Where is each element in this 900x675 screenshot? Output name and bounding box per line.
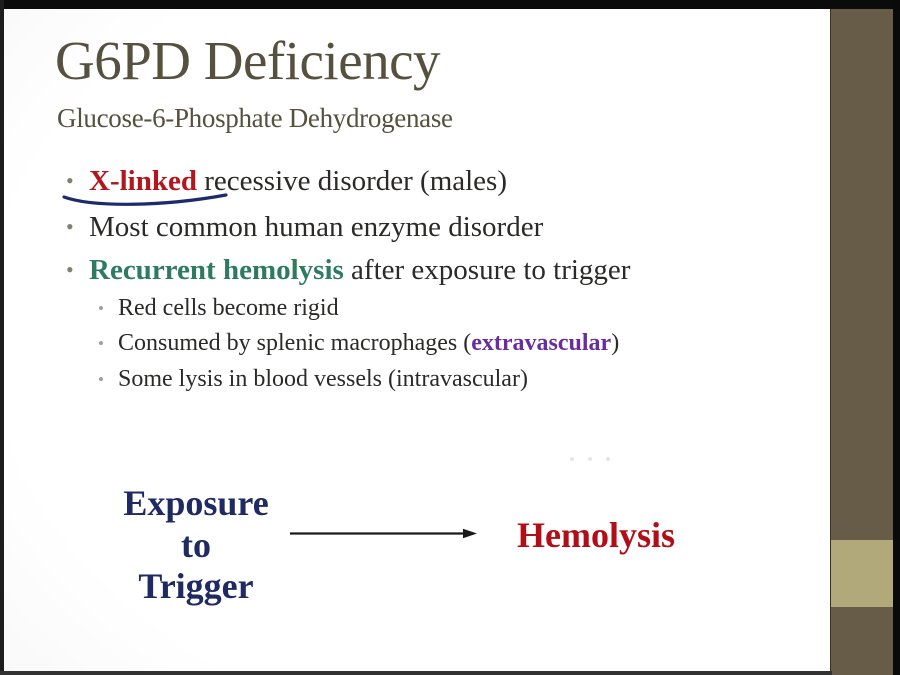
letterbox-top (0, 0, 900, 9)
subbullet-item-extravascular: • Consumed by splenic macrophages (extra… (98, 328, 619, 359)
bullet-text: Red cells become rigid (118, 295, 339, 321)
cause-line-2: to (181, 524, 211, 565)
slide-subtitle: Glucose-6-Phosphate Dehydrogenase (57, 103, 453, 133)
bullet-text: X-linked recessive disorder (males) (89, 163, 507, 199)
sidebar-decoration (830, 9, 894, 675)
cause-line-3: Trigger (138, 566, 254, 606)
cause-line-1: Exposure (123, 483, 269, 523)
slide-title: G6PD Deficiency (55, 30, 441, 91)
sidebar-accent-band (831, 540, 894, 607)
letterbox-left (0, 0, 4, 675)
bullet-icon: • (66, 257, 74, 282)
bullet-icon: • (98, 334, 104, 353)
bullet-item-recurrent-hemolysis: • Recurrent hemolysis after exposure to … (66, 252, 630, 288)
bullet-text-rest: after exposure to trigger (343, 254, 631, 286)
bullet-text: Some lysis in blood vessels (intravascul… (118, 366, 528, 392)
bullet-text: Recurrent hemolysis after exposure to tr… (89, 252, 630, 288)
letterbox-bottom (0, 671, 832, 675)
bullet-text: Consumed by splenic macrophages (extrava… (118, 328, 619, 359)
diagram-effect-label: Hemolysis (517, 515, 675, 555)
flow-arrow-icon (290, 528, 477, 539)
letterbox-right (893, 0, 900, 675)
bullet-item-most-common: • Most common human enzyme disorder (66, 209, 543, 245)
subbullet-item-rigid: • Red cells become rigid (98, 293, 339, 324)
bullet-text-rest: recessive disorder (males) (196, 165, 507, 197)
slide-background (4, 9, 830, 671)
bullet-icon: • (66, 168, 74, 193)
bullet-icon: • (98, 370, 104, 389)
bullet-text: Most common human enzyme disorder (89, 211, 544, 243)
pen-underline-annotation (62, 193, 228, 206)
extravascular-highlight: extravascular (471, 330, 612, 356)
recurrent-hemolysis-highlight: Recurrent hemolysis (89, 254, 344, 286)
subbullet-item-intravascular: • Some lysis in blood vessels (intravasc… (98, 364, 528, 395)
bullet-icon: • (98, 299, 104, 318)
bullet-text-pre: Consumed by splenic macrophages ( (118, 330, 472, 356)
video-artifact-dots (570, 457, 620, 463)
bullet-icon: • (66, 214, 74, 239)
diagram-cause-label: Exposure to Trigger (84, 483, 308, 608)
bullet-text-post: ) (611, 330, 620, 356)
bullet-item-xlinked: • X-linked recessive disorder (males) (66, 163, 507, 199)
xlinked-highlight: X-linked (89, 165, 197, 197)
